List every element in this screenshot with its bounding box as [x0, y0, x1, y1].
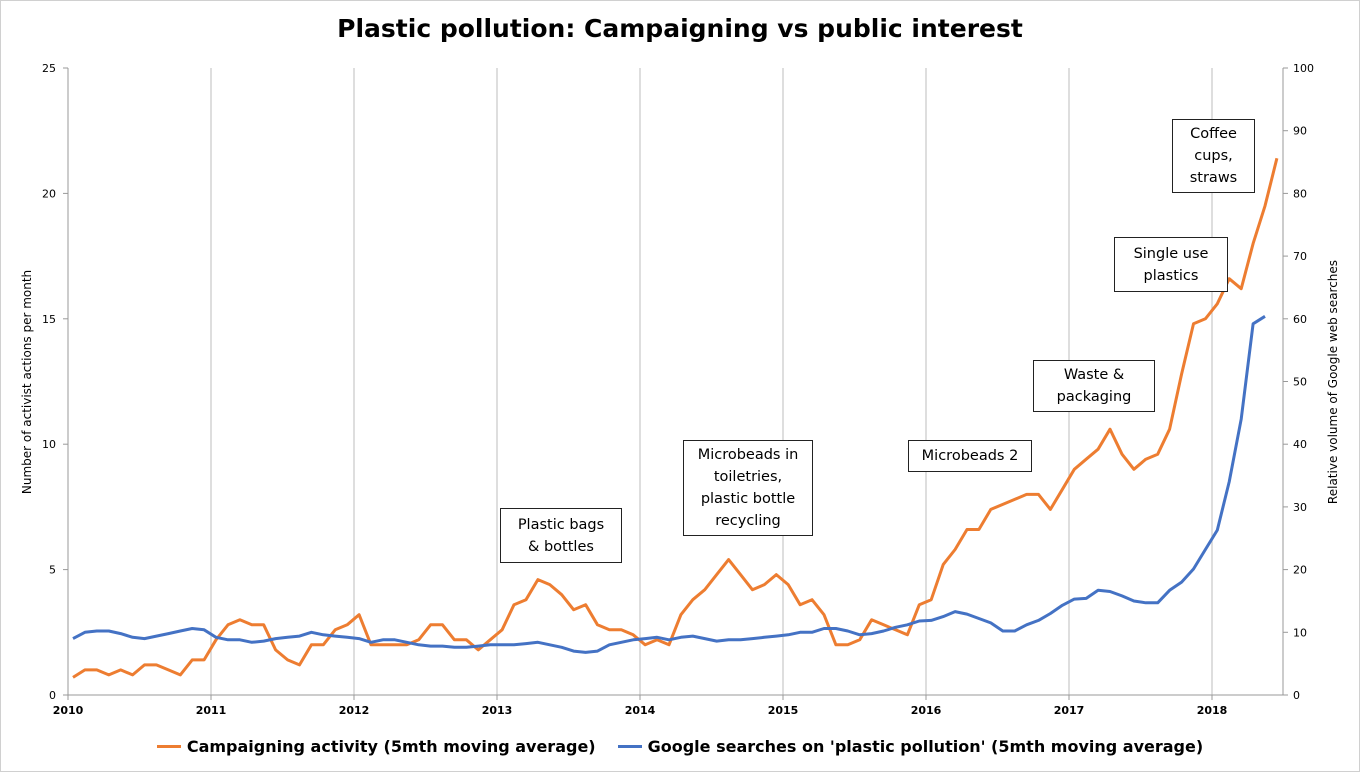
annotation-box: Plastic bags & bottles — [500, 508, 622, 563]
x-tick-label: 2011 — [196, 704, 227, 717]
x-tick-label: 2010 — [53, 704, 84, 717]
x-tick-label: 2018 — [1197, 704, 1228, 717]
y2-tick-label: 50 — [1293, 376, 1307, 389]
annotation-text: Coffee cups, straws — [1189, 126, 1238, 186]
y-tick-label: 25 — [42, 62, 56, 75]
annotation-text: Microbeads in toiletries, plastic bottle re… — [697, 447, 799, 529]
legend-item-google: Google searches on 'plastic pollution' (… — [617, 737, 1204, 756]
legend-item-campaigning: Campaigning activity (5mth moving averag… — [156, 737, 596, 756]
y-tick-label: 15 — [42, 313, 56, 326]
chart-title: Plastic pollution: Campaigning vs public… — [337, 14, 1023, 43]
annotation-box: Microbeads in toiletries, plastic bottle re… — [683, 440, 813, 536]
y-tick-label: 5 — [49, 564, 56, 577]
legend-label: Google searches on 'plastic pollution' (… — [647, 737, 1204, 756]
x-tick-label: 2012 — [339, 704, 370, 717]
series-line-campaigning — [72, 157, 1279, 679]
x-tick-label: 2014 — [625, 704, 656, 717]
y2-tick-label: 90 — [1293, 125, 1307, 138]
legend-swatch-blue — [617, 745, 642, 748]
series-line-google-searches — [72, 315, 1266, 654]
y-tick-label: 20 — [42, 187, 56, 200]
y2-tick-label: 0 — [1293, 689, 1300, 702]
y2-tick-label: 60 — [1293, 313, 1307, 326]
x-tick-label: 2016 — [911, 704, 942, 717]
x-tick-label: 2015 — [768, 704, 799, 717]
y2-tick-label: 30 — [1293, 501, 1307, 514]
annotation-text: Plastic bags & bottles — [517, 516, 605, 555]
y2-tick-label: 80 — [1293, 187, 1307, 200]
y2-tick-label: 40 — [1293, 438, 1307, 451]
y2-tick-label: 20 — [1293, 564, 1307, 577]
annotation-text: Waste & packaging — [1056, 367, 1132, 405]
x-tick-label: 2017 — [1054, 704, 1085, 717]
annotation-text: Single use plastics — [1133, 245, 1209, 284]
annotation-text: Microbeads 2 — [921, 448, 1019, 464]
legend: Campaigning activity (5mth moving averag… — [0, 737, 1360, 756]
legend-label: Campaigning activity (5mth moving averag… — [186, 737, 596, 756]
legend-swatch-orange — [156, 745, 181, 748]
annotation-box: Single use plastics — [1114, 237, 1228, 292]
y-axis-title: Number of activist actions per month — [20, 270, 34, 494]
x-tick-label: 2013 — [482, 704, 513, 717]
y2-tick-label: 70 — [1293, 250, 1307, 263]
y2-tick-label: 10 — [1293, 626, 1307, 639]
annotation-box: Waste & packaging — [1033, 360, 1155, 412]
y-tick-label: 0 — [49, 689, 56, 702]
annotation-box: Coffee cups, straws — [1172, 119, 1255, 193]
annotation-box: Microbeads 2 — [908, 440, 1032, 472]
y-tick-label: 10 — [42, 438, 56, 451]
y2-tick-label: 100 — [1293, 62, 1314, 75]
y2-axis-title: Relative volume of Google web searches — [1326, 260, 1340, 504]
